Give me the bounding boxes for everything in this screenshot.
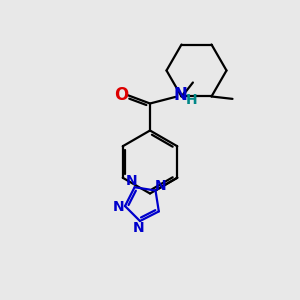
Text: N: N (126, 174, 137, 188)
Text: N: N (113, 200, 124, 214)
Text: N: N (133, 220, 145, 235)
Text: N: N (154, 179, 166, 193)
Text: N: N (173, 86, 187, 104)
Text: H: H (185, 93, 197, 107)
Text: O: O (114, 85, 128, 103)
